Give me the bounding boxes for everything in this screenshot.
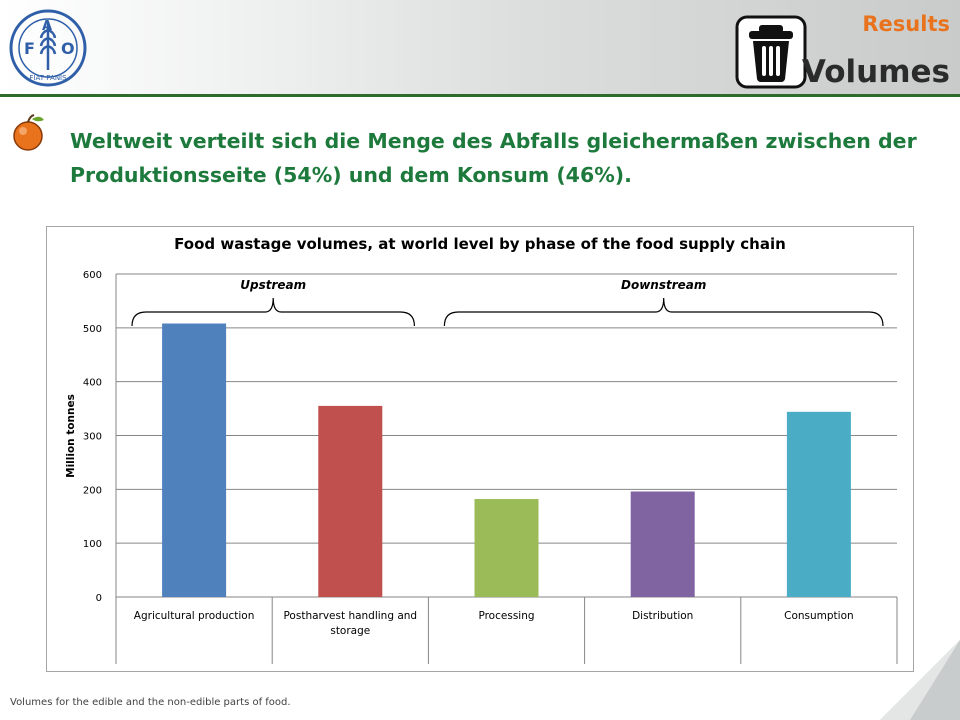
fao-logo-letter-o: O: [61, 39, 75, 58]
bar-1: [162, 323, 227, 597]
y-tick-label: 500: [83, 324, 102, 335]
bar-5: [786, 411, 851, 597]
bar-3: [474, 499, 539, 597]
y-tick-label: 400: [83, 378, 102, 389]
group-brace: [131, 297, 415, 327]
x-category-label: Processing: [478, 610, 534, 622]
page-title: Volumes: [801, 54, 950, 90]
bar-2: [318, 405, 383, 597]
chart-title: Food wastage volumes, at world level by …: [174, 235, 786, 253]
y-tick-label: 300: [83, 432, 102, 443]
x-category-label: Agricultural production: [134, 610, 255, 622]
y-tick-label: 100: [83, 539, 102, 550]
header-divider: [0, 94, 960, 97]
y-tick-label: 600: [83, 270, 102, 281]
bar-4: [630, 491, 695, 597]
fao-logo: F A O FIAT PANIS: [9, 9, 87, 87]
x-category-label: Consumption: [784, 610, 854, 622]
y-tick-label: 0: [96, 593, 102, 604]
group-label: Upstream: [240, 278, 306, 292]
orange-fruit-icon: [13, 114, 44, 151]
x-category-label: Postharvest handling and storage: [283, 610, 417, 637]
page-curl-corner: [880, 640, 960, 720]
group-brace: [443, 297, 884, 327]
footnote: Volumes for the edible and the non-edibl…: [10, 697, 291, 708]
y-tick-label: 200: [83, 485, 102, 496]
fao-logo-motto: FIAT PANIS: [29, 74, 67, 82]
x-category-label: Distribution: [632, 610, 693, 622]
trash-bin-icon: [735, 15, 807, 89]
headline-text: Weltweit verteilt sich die Menge des Abf…: [70, 129, 917, 187]
group-label: Downstream: [621, 278, 706, 292]
fao-logo-letter-a: A: [42, 19, 52, 34]
fao-logo-letter-f: F: [24, 39, 35, 58]
section-label: Results: [862, 12, 950, 36]
y-axis-label: Million tonnes: [65, 394, 77, 478]
